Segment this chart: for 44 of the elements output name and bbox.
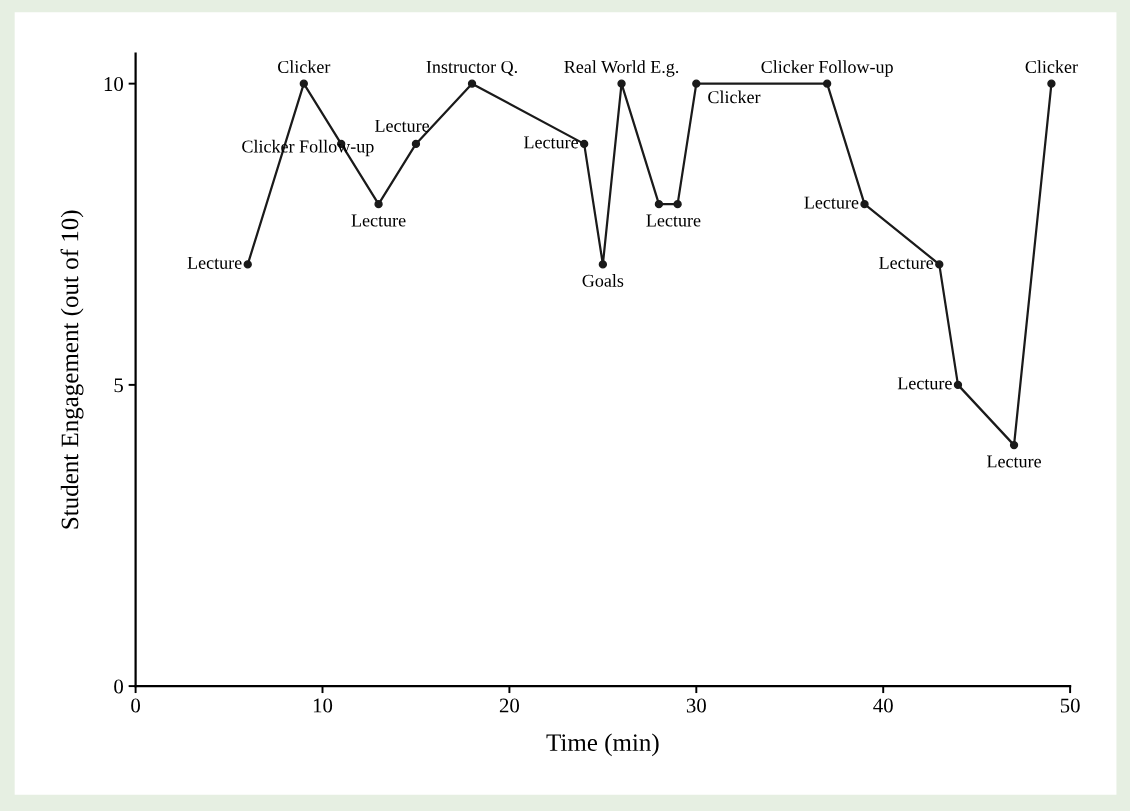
y-tick-label: 10: [104, 77, 123, 92]
point: [673, 199, 682, 209]
annotation: Real World E.g.: [564, 60, 679, 77]
annotation: Lecture: [187, 256, 242, 269]
annotation: Lecture: [351, 214, 406, 227]
point: [1047, 79, 1056, 88]
annotation: Lecture: [897, 377, 952, 390]
point: [299, 79, 308, 88]
x-tick-label: 10: [313, 698, 333, 713]
y-tick-label: 5: [114, 378, 123, 393]
annotation: Clicker Follow-up: [761, 60, 893, 77]
point: [243, 260, 252, 269]
annotation: Clicker: [277, 60, 331, 74]
point: [935, 260, 944, 269]
x-tick-label: 50: [1060, 698, 1080, 713]
point: [374, 199, 383, 209]
point: [411, 139, 421, 149]
point: [467, 79, 477, 88]
x-tick-label: 20: [499, 698, 520, 713]
y-tick-label: 0: [114, 679, 123, 694]
point: [692, 79, 701, 88]
y-axis-title: Student Engagement (out of 10): [60, 210, 84, 529]
point: [1009, 440, 1019, 450]
point: [822, 79, 832, 88]
x-tick-label: 40: [873, 698, 893, 713]
annotation: Goals: [582, 274, 624, 287]
annotation: Clicker: [708, 90, 761, 104]
point: [579, 139, 589, 149]
x-tick-label: 0: [131, 698, 141, 713]
point: [860, 199, 869, 209]
annotation: Lecture: [879, 256, 934, 269]
point: [654, 199, 664, 209]
point: [598, 260, 608, 269]
annotation: Lecture: [804, 196, 859, 209]
annotation: Lecture: [986, 455, 1041, 468]
annotation: Instructor Q.: [426, 60, 517, 76]
annotation: Lecture: [646, 214, 701, 227]
point: [617, 79, 626, 88]
annotation: Lecture: [524, 136, 578, 149]
point: [953, 380, 963, 390]
annotation: Lecture: [375, 119, 429, 132]
annotation: Clicker: [1025, 60, 1078, 74]
x-axis-title: Time (min): [546, 733, 659, 757]
x-tick-label: 30: [686, 698, 706, 713]
